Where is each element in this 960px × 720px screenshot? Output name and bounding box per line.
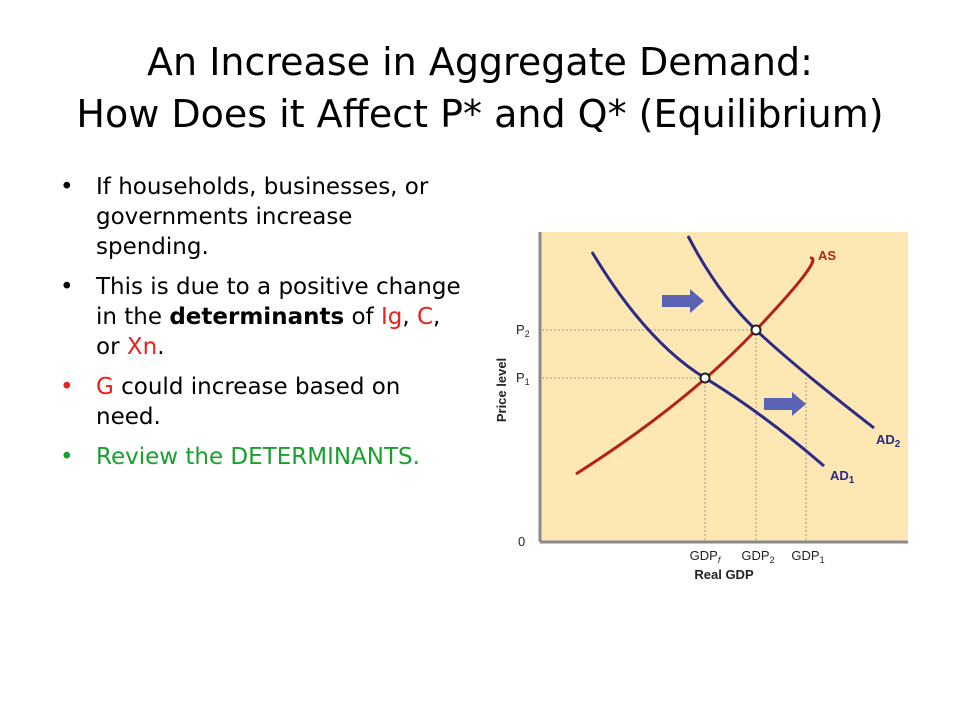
y-tick-p1: P1 [516, 370, 530, 387]
bullet-determinants: This is due to a positive change in the … [60, 272, 470, 362]
equilibrium-point-1 [699, 372, 711, 384]
determinants-word: determinants [169, 304, 345, 330]
c-word: C [416, 304, 434, 330]
bullet-list: If households, businesses, or government… [60, 172, 470, 482]
shift-arrow-icon [662, 289, 704, 313]
bullet-text-part: could increase based on need. [96, 374, 401, 430]
bullet-text-part: , or [96, 304, 441, 360]
ig-word: Ig [380, 304, 403, 330]
bullet-text-part: This is due to a positive change in the [96, 274, 461, 330]
y-axis-label: Price level [494, 358, 509, 422]
bullet-g: G could increase based on need. [60, 372, 470, 432]
x-tick-gdp1: GDP1 [791, 548, 824, 565]
x-tick-gdpf: GDPf [690, 548, 722, 565]
series-label-ad1: AD1 [830, 468, 855, 486]
xn-word: Xn [126, 334, 158, 360]
title-line-1: An Increase in Aggregate Demand: [147, 40, 813, 84]
y-tick-p2: P2 [516, 322, 530, 339]
title-line-2: How Does it Affect P* and Q* (Equilibriu… [76, 92, 884, 136]
bullet-text: Review the DETERMINANTS. [96, 444, 420, 470]
slide-title: An Increase in Aggregate Demand: How Doe… [0, 36, 960, 140]
series-label-ad2: AD2 [876, 432, 901, 450]
origin-label: 0 [518, 534, 525, 549]
bullet-spending: If households, businesses, or government… [60, 172, 470, 262]
x-axis-label: Real GDP [694, 567, 754, 582]
g-word: G [96, 374, 114, 400]
as-curve [575, 256, 815, 476]
bullet-text: If households, businesses, or government… [96, 174, 429, 260]
ad-as-chart: AS AD2 AD1 P2 P1 0 GDPf GDP2 GDP1 Real G… [494, 232, 908, 582]
shift-arrow-icon [764, 392, 806, 416]
equilibrium-point-2 [750, 324, 762, 336]
bullet-text-part: . [157, 334, 165, 360]
bullet-review: Review the DETERMINANTS. [60, 442, 470, 472]
plot-background [540, 232, 908, 542]
bullet-text-part: of [344, 304, 381, 330]
bullet-text-part: , [402, 304, 417, 330]
series-label-as: AS [818, 248, 836, 263]
x-tick-gdp2: GDP2 [741, 548, 774, 565]
